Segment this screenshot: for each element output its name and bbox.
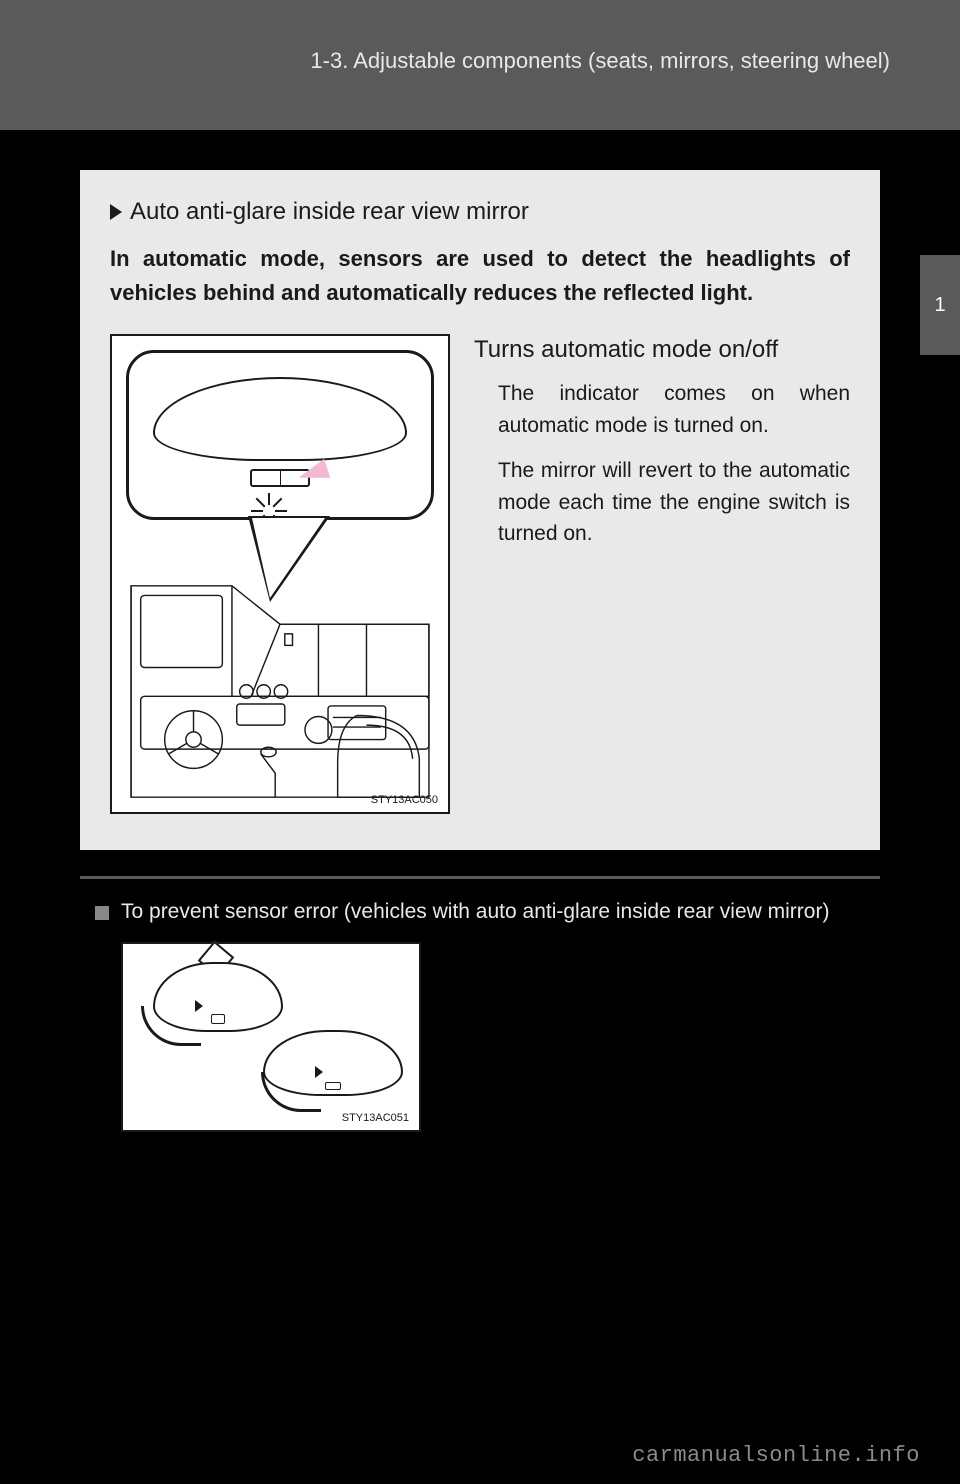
panel-paragraph-2: The mirror will revert to the automatic … [474,455,850,550]
illustration-sensor: STY13AC051 [121,942,421,1132]
section-header: 1-3. Adjustable components (seats, mirro… [310,48,890,74]
chapter-number: 1 [934,294,945,317]
note-title: To prevent sensor error (vehicles with a… [121,900,829,924]
section-divider [80,876,880,879]
panel-right-text: Turns automatic mode on/off The indicato… [474,334,850,814]
note-block: To prevent sensor error (vehicles with a… [95,900,865,1132]
square-bullet-icon [95,906,109,920]
panel-title-row: Auto anti-glare inside rear view mirror [110,198,850,226]
image-code-main: STY13AC050 [371,794,438,806]
note-head: To prevent sensor error (vehicles with a… [95,900,865,924]
sensor-dot-icon [211,1014,225,1024]
watermark: carmanualsonline.info [632,1443,920,1468]
sensor-dot-2-icon [325,1082,341,1090]
mirror-callout-box [126,350,434,520]
mirror-outline-icon [153,377,407,461]
swipe-arrow-1-icon [141,1006,201,1046]
panel-description: In automatic mode, sensors are used to d… [110,242,850,310]
triangle-bullet-icon [110,204,122,220]
car-interior-illustration [122,581,438,802]
chapter-tab: 1 [920,255,960,355]
swipe-arrow-2-icon [261,1072,321,1112]
panel-title: Auto anti-glare inside rear view mirror [130,198,529,226]
panel-paragraph-1: The indicator comes on when automatic mo… [474,378,850,441]
image-code-sensor: STY13AC051 [342,1112,409,1124]
panel-content: STY13AC050 Turns automatic mode on/off T… [110,334,850,814]
car-interior-svg-icon [122,581,438,802]
illustration-main: STY13AC050 [110,334,450,814]
panel-subtitle: Turns automatic mode on/off [474,336,850,364]
feature-panel: Auto anti-glare inside rear view mirror … [80,170,880,850]
pink-arrow-icon [296,459,331,487]
